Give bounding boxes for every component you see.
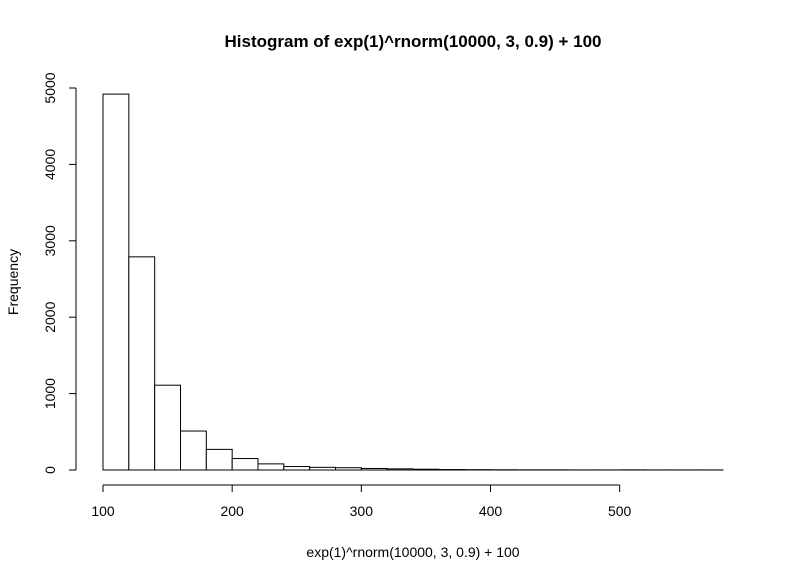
x-axis-label: exp(1)^rnorm(10000, 3, 0.9) + 100 <box>306 544 519 560</box>
y-tick-label: 2000 <box>42 301 58 332</box>
chart-title: Histogram of exp(1)^rnorm(10000, 3, 0.9)… <box>225 32 602 51</box>
y-tick-label: 0 <box>42 466 58 474</box>
histogram-bar-11 <box>386 468 414 471</box>
y-axis-label: Frequency <box>5 249 21 315</box>
x-tick-label: 200 <box>220 503 244 519</box>
histogram-bar-12 <box>412 468 440 471</box>
x-tick-label: 300 <box>350 503 374 519</box>
x-tick-label: 500 <box>608 503 632 519</box>
x-axis: 100 200 300 400 500 <box>91 484 632 519</box>
histogram-bar-8 <box>309 466 336 471</box>
histogram-bar-9 <box>335 467 362 471</box>
histogram-bar-1 <box>128 256 156 471</box>
y-tick-label: 1000 <box>42 378 58 409</box>
y-tick-label: 4000 <box>42 149 58 180</box>
histogram-bar-4 <box>205 448 233 471</box>
histogram-bars <box>102 93 724 471</box>
x-tick-label: 400 <box>479 503 503 519</box>
histogram-bar-3 <box>180 430 207 471</box>
histogram-bar-6 <box>257 463 285 471</box>
histogram-bar-5 <box>231 458 259 471</box>
y-axis: 0 1000 2000 3000 4000 5000 <box>42 72 77 474</box>
x-tick-label: 100 <box>91 503 115 519</box>
y-tick-label: 3000 <box>42 225 58 256</box>
y-tick-label: 5000 <box>42 72 58 103</box>
histogram-bar-2 <box>154 384 182 471</box>
histogram-bar-10 <box>360 467 388 471</box>
histogram-bar-0 <box>102 93 130 471</box>
histogram-bar-7 <box>283 466 311 471</box>
